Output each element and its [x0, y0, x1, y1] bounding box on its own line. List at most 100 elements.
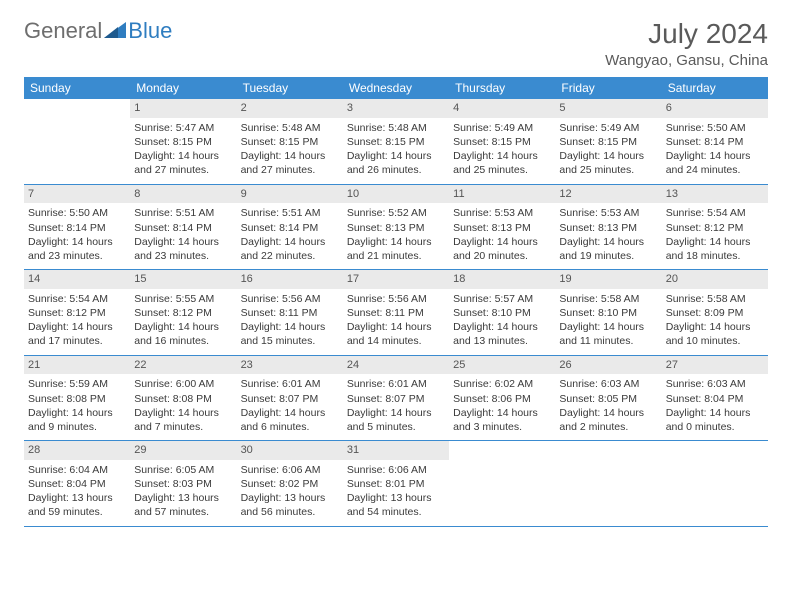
day-number: 13	[662, 185, 768, 204]
day-number: 10	[343, 185, 449, 204]
logo: General Blue	[24, 18, 172, 44]
weekday-label: Wednesday	[343, 77, 449, 99]
daylight2-text: and 16 minutes.	[134, 334, 232, 348]
day-cell: 28Sunrise: 6:04 AMSunset: 8:04 PMDayligh…	[24, 441, 130, 526]
daylight1-text: Daylight: 14 hours	[559, 320, 657, 334]
day-cell: 13Sunrise: 5:54 AMSunset: 8:12 PMDayligh…	[662, 185, 768, 270]
week-row: 21Sunrise: 5:59 AMSunset: 8:08 PMDayligh…	[24, 356, 768, 442]
sunset-text: Sunset: 8:04 PM	[666, 392, 764, 406]
daylight2-text: and 23 minutes.	[134, 249, 232, 263]
sunrise-text: Sunrise: 5:56 AM	[241, 292, 339, 306]
day-cell: 5Sunrise: 5:49 AMSunset: 8:15 PMDaylight…	[555, 99, 661, 184]
daylight1-text: Daylight: 14 hours	[134, 406, 232, 420]
day-cell: 18Sunrise: 5:57 AMSunset: 8:10 PMDayligh…	[449, 270, 555, 355]
day-cell: 10Sunrise: 5:52 AMSunset: 8:13 PMDayligh…	[343, 185, 449, 270]
daylight1-text: Daylight: 14 hours	[134, 235, 232, 249]
day-cell: 2Sunrise: 5:48 AMSunset: 8:15 PMDaylight…	[237, 99, 343, 184]
day-cell	[662, 441, 768, 526]
daylight2-text: and 24 minutes.	[666, 163, 764, 177]
daylight2-text: and 3 minutes.	[453, 420, 551, 434]
day-number: 26	[555, 356, 661, 375]
daylight2-text: and 17 minutes.	[28, 334, 126, 348]
daylight2-text: and 25 minutes.	[453, 163, 551, 177]
sunrise-text: Sunrise: 5:50 AM	[28, 206, 126, 220]
sunset-text: Sunset: 8:06 PM	[453, 392, 551, 406]
daylight1-text: Daylight: 14 hours	[559, 235, 657, 249]
header: General Blue July 2024 Wangyao, Gansu, C…	[24, 18, 768, 69]
daylight1-text: Daylight: 14 hours	[241, 406, 339, 420]
weekday-label: Tuesday	[237, 77, 343, 99]
title-block: July 2024 Wangyao, Gansu, China	[605, 18, 768, 69]
day-number: 30	[237, 441, 343, 460]
sunrise-text: Sunrise: 5:59 AM	[28, 377, 126, 391]
sunrise-text: Sunrise: 6:06 AM	[347, 463, 445, 477]
day-cell: 26Sunrise: 6:03 AMSunset: 8:05 PMDayligh…	[555, 356, 661, 441]
daylight2-text: and 14 minutes.	[347, 334, 445, 348]
day-cell: 11Sunrise: 5:53 AMSunset: 8:13 PMDayligh…	[449, 185, 555, 270]
daylight2-text: and 15 minutes.	[241, 334, 339, 348]
logo-word2: Blue	[128, 18, 172, 44]
day-number: 28	[24, 441, 130, 460]
sunset-text: Sunset: 8:14 PM	[666, 135, 764, 149]
daylight1-text: Daylight: 14 hours	[347, 320, 445, 334]
daylight1-text: Daylight: 13 hours	[241, 491, 339, 505]
daylight1-text: Daylight: 14 hours	[453, 235, 551, 249]
sunrise-text: Sunrise: 5:57 AM	[453, 292, 551, 306]
sunset-text: Sunset: 8:12 PM	[28, 306, 126, 320]
day-number: 6	[662, 99, 768, 118]
sunrise-text: Sunrise: 6:00 AM	[134, 377, 232, 391]
week-row: 28Sunrise: 6:04 AMSunset: 8:04 PMDayligh…	[24, 441, 768, 527]
daylight2-text: and 20 minutes.	[453, 249, 551, 263]
day-number: 16	[237, 270, 343, 289]
day-number: 31	[343, 441, 449, 460]
sunset-text: Sunset: 8:08 PM	[134, 392, 232, 406]
day-cell	[24, 99, 130, 184]
sunset-text: Sunset: 8:03 PM	[134, 477, 232, 491]
daylight2-text: and 57 minutes.	[134, 505, 232, 519]
sunset-text: Sunset: 8:12 PM	[666, 221, 764, 235]
daylight1-text: Daylight: 14 hours	[28, 406, 126, 420]
daylight2-text: and 56 minutes.	[241, 505, 339, 519]
daylight1-text: Daylight: 14 hours	[666, 406, 764, 420]
day-cell: 19Sunrise: 5:58 AMSunset: 8:10 PMDayligh…	[555, 270, 661, 355]
week-row: 1Sunrise: 5:47 AMSunset: 8:15 PMDaylight…	[24, 99, 768, 185]
daylight2-text: and 54 minutes.	[347, 505, 445, 519]
day-cell: 27Sunrise: 6:03 AMSunset: 8:04 PMDayligh…	[662, 356, 768, 441]
daylight1-text: Daylight: 14 hours	[666, 320, 764, 334]
day-cell: 12Sunrise: 5:53 AMSunset: 8:13 PMDayligh…	[555, 185, 661, 270]
sunset-text: Sunset: 8:13 PM	[347, 221, 445, 235]
sunset-text: Sunset: 8:13 PM	[453, 221, 551, 235]
daylight1-text: Daylight: 14 hours	[241, 320, 339, 334]
day-number	[24, 99, 130, 118]
day-number: 22	[130, 356, 236, 375]
day-cell	[449, 441, 555, 526]
daylight2-text: and 59 minutes.	[28, 505, 126, 519]
daylight1-text: Daylight: 14 hours	[28, 320, 126, 334]
daylight2-text: and 10 minutes.	[666, 334, 764, 348]
day-number: 19	[555, 270, 661, 289]
daylight1-text: Daylight: 14 hours	[347, 406, 445, 420]
sunset-text: Sunset: 8:13 PM	[559, 221, 657, 235]
day-number: 21	[24, 356, 130, 375]
sunset-text: Sunset: 8:15 PM	[347, 135, 445, 149]
daylight2-text: and 21 minutes.	[347, 249, 445, 263]
daylight1-text: Daylight: 14 hours	[347, 235, 445, 249]
day-cell: 25Sunrise: 6:02 AMSunset: 8:06 PMDayligh…	[449, 356, 555, 441]
sunset-text: Sunset: 8:15 PM	[134, 135, 232, 149]
daylight1-text: Daylight: 13 hours	[134, 491, 232, 505]
day-number: 8	[130, 185, 236, 204]
day-number: 20	[662, 270, 768, 289]
day-cell: 6Sunrise: 5:50 AMSunset: 8:14 PMDaylight…	[662, 99, 768, 184]
day-cell: 20Sunrise: 5:58 AMSunset: 8:09 PMDayligh…	[662, 270, 768, 355]
day-number: 7	[24, 185, 130, 204]
day-cell: 30Sunrise: 6:06 AMSunset: 8:02 PMDayligh…	[237, 441, 343, 526]
daylight2-text: and 13 minutes.	[453, 334, 551, 348]
daylight1-text: Daylight: 14 hours	[241, 149, 339, 163]
sunrise-text: Sunrise: 5:48 AM	[347, 121, 445, 135]
day-number	[662, 441, 768, 460]
logo-word1: General	[24, 18, 102, 44]
sunset-text: Sunset: 8:12 PM	[134, 306, 232, 320]
daylight2-text: and 27 minutes.	[134, 163, 232, 177]
daylight1-text: Daylight: 14 hours	[453, 406, 551, 420]
daylight1-text: Daylight: 14 hours	[559, 406, 657, 420]
